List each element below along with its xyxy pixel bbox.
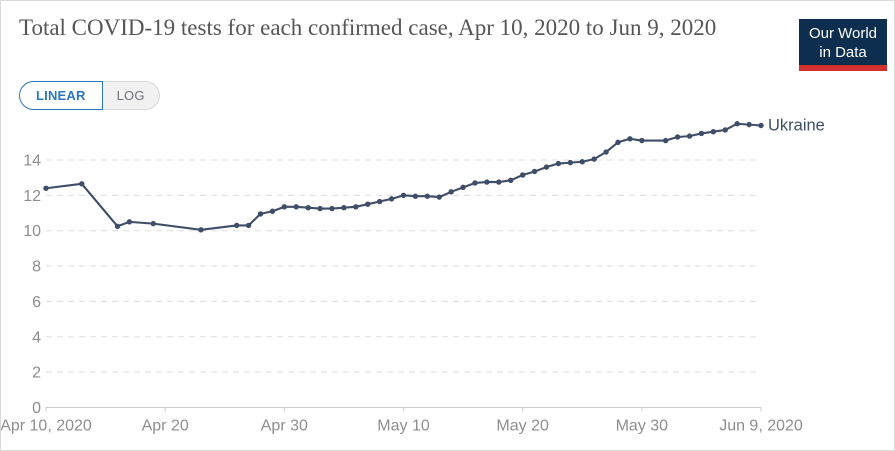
- data-point[interactable]: [662, 137, 669, 144]
- data-point[interactable]: [555, 160, 562, 167]
- y-tick-label: 6: [32, 294, 41, 311]
- data-point[interactable]: [293, 204, 299, 210]
- owid-logo-text: Our World in Data: [799, 19, 887, 65]
- data-point[interactable]: [376, 198, 383, 205]
- data-point[interactable]: [579, 159, 585, 165]
- data-point[interactable]: [460, 184, 466, 191]
- data-point[interactable]: [400, 192, 407, 199]
- data-point[interactable]: [329, 205, 335, 212]
- y-tick-label: 10: [23, 223, 41, 240]
- data-point[interactable]: [519, 172, 526, 178]
- data-point[interactable]: [472, 180, 478, 186]
- data-point[interactable]: [79, 181, 85, 187]
- data-point[interactable]: [496, 179, 502, 185]
- x-tick-label: May 30: [616, 418, 669, 435]
- x-tick-label: Jun 9, 2020: [719, 418, 803, 435]
- y-tick-label: 8: [32, 259, 41, 276]
- x-tick-label: Apr 30: [261, 418, 308, 435]
- x-tick-label: Apr 20: [142, 418, 189, 435]
- data-point[interactable]: [448, 189, 454, 195]
- data-point[interactable]: [305, 205, 311, 211]
- data-point[interactable]: [543, 164, 550, 170]
- data-point[interactable]: [257, 211, 264, 217]
- data-point[interactable]: [722, 127, 728, 133]
- y-tick-label: 14: [23, 152, 41, 169]
- owid-logo-red-bar: [799, 65, 887, 71]
- data-point[interactable]: [150, 220, 156, 227]
- scale-toggle: LINEAR LOG: [19, 81, 160, 110]
- data-point[interactable]: [388, 196, 395, 202]
- data-point[interactable]: [341, 205, 347, 211]
- data-point[interactable]: [245, 222, 252, 229]
- data-point[interactable]: [615, 139, 621, 145]
- data-point[interactable]: [412, 193, 419, 199]
- data-point[interactable]: [710, 128, 717, 135]
- x-tick-label: Apr 10, 2020: [1, 418, 92, 435]
- data-point[interactable]: [424, 193, 431, 199]
- data-point[interactable]: [686, 133, 693, 139]
- x-tick-label: May 10: [377, 418, 430, 435]
- data-point[interactable]: [603, 149, 609, 155]
- data-point[interactable]: [317, 205, 323, 212]
- owid-logo[interactable]: Our World in Data: [799, 19, 887, 71]
- data-point[interactable]: [281, 204, 288, 210]
- data-point[interactable]: [43, 185, 49, 191]
- chart-title: Total COVID-19 tests for each confirmed …: [19, 15, 717, 40]
- data-point[interactable]: [591, 156, 597, 162]
- data-point[interactable]: [269, 208, 276, 214]
- data-point[interactable]: [639, 137, 645, 144]
- data-point[interactable]: [365, 201, 371, 207]
- data-point[interactable]: [353, 204, 359, 210]
- x-tick-label: May 20: [496, 418, 549, 435]
- data-point[interactable]: [436, 194, 442, 200]
- trend-line: [44, 122, 763, 231]
- y-tick-label: 0: [32, 400, 41, 417]
- owid-logo-line1: Our World: [808, 25, 878, 42]
- data-point[interactable]: [114, 223, 121, 229]
- data-point[interactable]: [627, 136, 633, 142]
- owid-logo-line2: in Data: [819, 44, 867, 61]
- linear-scale-button[interactable]: LINEAR: [19, 81, 103, 110]
- y-tick-label: 4: [32, 329, 41, 346]
- data-point[interactable]: [567, 159, 574, 166]
- data-point[interactable]: [674, 134, 681, 140]
- data-point[interactable]: [746, 121, 752, 128]
- y-tick-label: 12: [23, 188, 41, 205]
- data-point[interactable]: [734, 121, 740, 127]
- data-point[interactable]: [126, 219, 133, 225]
- data-point[interactable]: [531, 168, 538, 175]
- data-point[interactable]: [508, 177, 514, 184]
- data-point[interactable]: [198, 227, 204, 233]
- data-point[interactable]: [698, 130, 705, 137]
- entity-label: Ukraine: [768, 117, 825, 135]
- y-tick-label: 2: [32, 365, 41, 382]
- data-point[interactable]: [758, 122, 764, 129]
- log-scale-button[interactable]: LOG: [102, 81, 160, 110]
- data-point[interactable]: [484, 179, 490, 185]
- data-point[interactable]: [233, 222, 240, 229]
